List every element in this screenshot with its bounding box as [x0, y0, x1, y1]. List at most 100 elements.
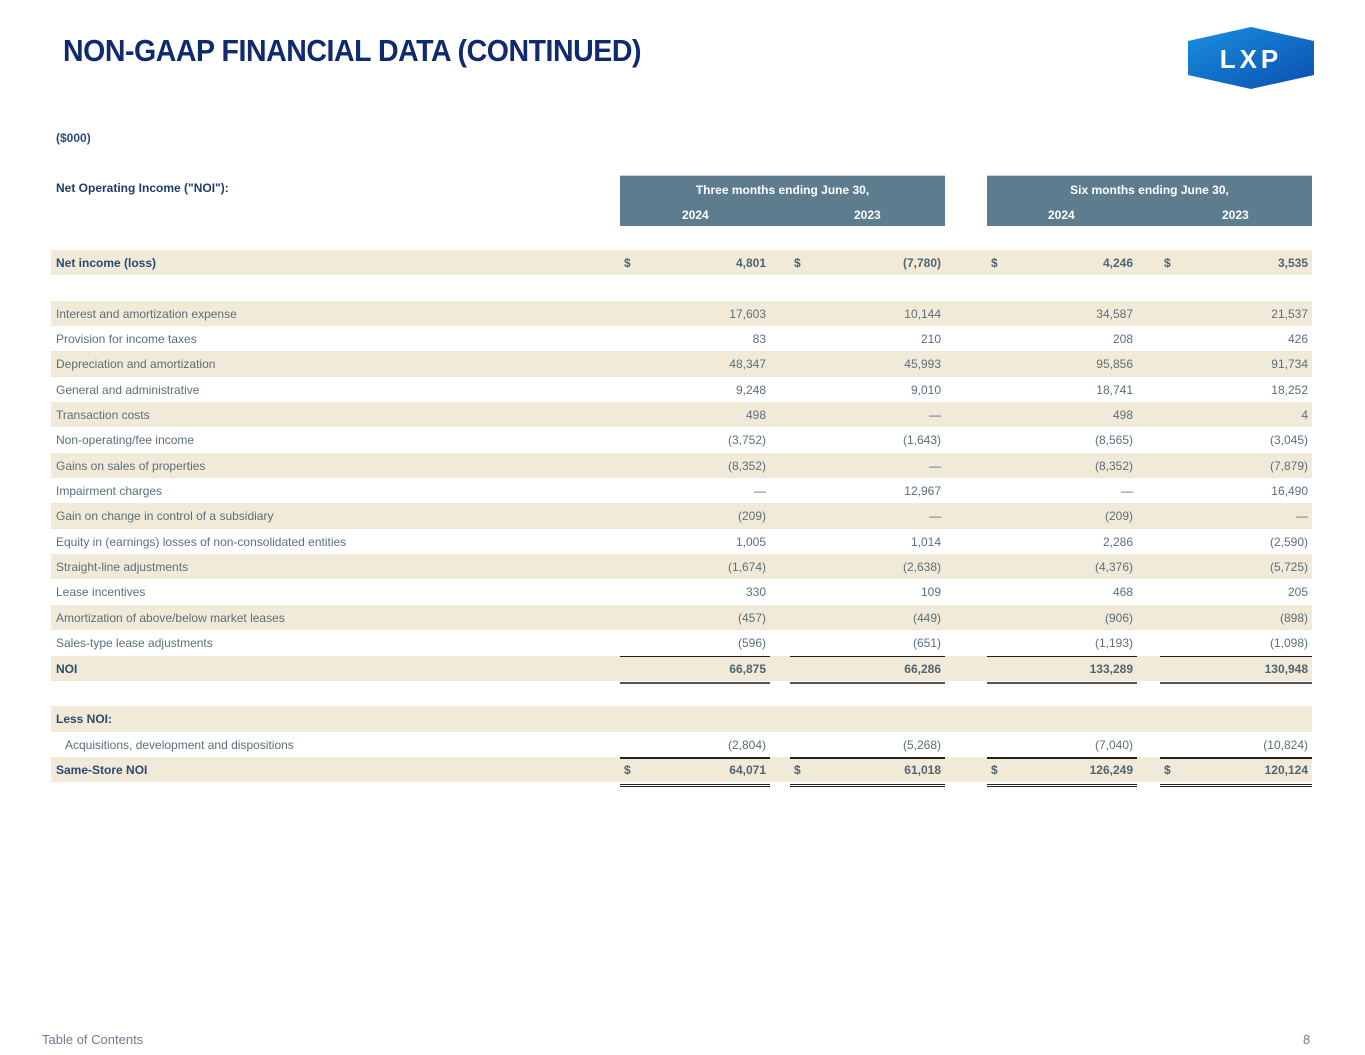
row-label: Depreciation and amortization [56, 357, 216, 372]
value: (3,045) [1269, 433, 1308, 448]
row-label: Same-Store NOI [56, 762, 148, 777]
value: 16,490 [1271, 484, 1308, 499]
row-label: Acquisitions, development and dispositio… [65, 737, 294, 752]
row-label: Gain on change in control of a subsidiar… [56, 509, 274, 524]
table-row [51, 275, 1312, 300]
period-label: Six months ending June 30, [1070, 183, 1229, 197]
table-row: Straight-line adjustments (1,674) (2,638) (… [51, 554, 1312, 580]
value: (8,352) [1094, 458, 1133, 473]
value: 9,010 [910, 382, 941, 397]
currency-symbol: $ [794, 762, 801, 777]
value: (8,565) [1094, 433, 1133, 448]
value: 4 [1301, 408, 1308, 423]
value: 1,014 [910, 534, 941, 549]
year-label: 2024 [682, 208, 709, 222]
value: (1,193) [1094, 636, 1133, 651]
table-of-contents-link[interactable]: Table of Contents [42, 1032, 144, 1047]
table-row: Equity in (earnings) losses of non-conso… [51, 529, 1312, 554]
value: 61,018 [904, 762, 941, 777]
table-row: Impairment charges — 12,967 — 16,490 [51, 478, 1312, 503]
value: 64,071 [729, 762, 766, 777]
value: (7,879) [1269, 458, 1308, 473]
value: (898) [1279, 610, 1308, 625]
currency-symbol: $ [1164, 762, 1171, 777]
table-row: Acquisitions, development and dispositio… [51, 732, 1312, 757]
value: 12,967 [904, 484, 941, 499]
row-label: Lease incentives [56, 585, 146, 600]
table-row: Provision for income taxes 83 210 208 426 [51, 326, 1312, 351]
table-row: Gain on change in control of a subsidiar… [51, 503, 1312, 529]
value: 9,248 [735, 382, 766, 397]
row-label: Interest and amortization expense [56, 306, 237, 321]
table-row: NOI 66,875 66,286 133,289 130,948 [51, 655, 1312, 684]
value: 205 [1287, 585, 1308, 600]
value: — [929, 458, 941, 473]
value: (651) [912, 636, 941, 651]
currency-symbol: $ [624, 256, 631, 270]
value: 48,347 [729, 357, 766, 372]
row-label: Transaction costs [56, 408, 150, 423]
value: (3,752) [727, 433, 766, 448]
value: (5,268) [902, 737, 941, 752]
value: — [1121, 484, 1133, 499]
value: 330 [745, 585, 766, 600]
value: (4,376) [1094, 560, 1133, 575]
value: 208 [1112, 332, 1133, 347]
value: — [929, 408, 941, 423]
row-label: Equity in (earnings) losses of non-conso… [56, 534, 347, 549]
value: (8,352) [727, 458, 766, 473]
value: 21,537 [1271, 306, 1308, 321]
value: 10,144 [904, 306, 941, 321]
total-rule [620, 655, 770, 684]
noi-table: Net income (loss) $4,801 $ (7,780) $4,246 $3,… [51, 250, 1312, 787]
value: 210 [920, 332, 941, 347]
year-label: 2023 [854, 208, 881, 222]
total-rule [1160, 655, 1312, 684]
value: (10,824) [1263, 737, 1308, 752]
value: 2,286 [1102, 534, 1133, 549]
value: (209) [1104, 509, 1133, 524]
value: 91,734 [1271, 357, 1308, 372]
period-header-three-months: Three months ending June 30, 2024 2023 [620, 175, 945, 226]
value: 1,005 [735, 534, 766, 549]
value: — [929, 509, 941, 524]
value: 426 [1287, 332, 1308, 347]
value: 4,246 [1102, 256, 1133, 270]
value: 120,124 [1264, 762, 1308, 777]
table-row: General and administrative 9,248 9,010 18,7… [51, 377, 1312, 402]
value: (449) [912, 610, 941, 625]
value: 498 [745, 408, 766, 423]
row-label: Straight-line adjustments [56, 560, 189, 575]
table-row: Sales-type lease adjustments (596) (651) (1… [51, 630, 1312, 655]
period-label: Three months ending June 30, [695, 183, 870, 197]
value: (7,780) [902, 256, 941, 270]
table-row: Same-Store NOI $64,071 $61,018 $126,249 $120… [51, 756, 1312, 787]
total-rule [790, 756, 945, 787]
value: 4,801 [735, 256, 766, 270]
value: 498 [1112, 408, 1133, 423]
total-rule [790, 655, 945, 684]
row-label: Less NOI: [56, 712, 113, 727]
section-label: Net Operating Income ("NOI"): [56, 181, 229, 195]
value: 109 [920, 585, 941, 600]
row-label: Non-operating/fee income [56, 433, 195, 448]
currency-symbol: $ [1164, 256, 1171, 270]
value: (7,040) [1094, 737, 1133, 752]
value: (596) [737, 636, 766, 651]
table-row [51, 681, 1312, 706]
value: 34,587 [1096, 306, 1133, 321]
row-label: NOI [56, 661, 78, 676]
value: 45,993 [904, 357, 941, 372]
row-label: Impairment charges [56, 484, 163, 499]
value: (906) [1104, 610, 1133, 625]
row-label: Net income (loss) [56, 256, 157, 270]
currency-symbol: $ [991, 256, 998, 270]
row-label: General and administrative [56, 382, 200, 397]
value: (2,804) [727, 737, 766, 752]
table-row: Amortization of above/below market lease… [51, 604, 1312, 631]
year-label: 2023 [1222, 208, 1249, 222]
value: (1,098) [1269, 636, 1308, 651]
value: (457) [737, 610, 766, 625]
year-label: 2024 [1048, 208, 1075, 222]
